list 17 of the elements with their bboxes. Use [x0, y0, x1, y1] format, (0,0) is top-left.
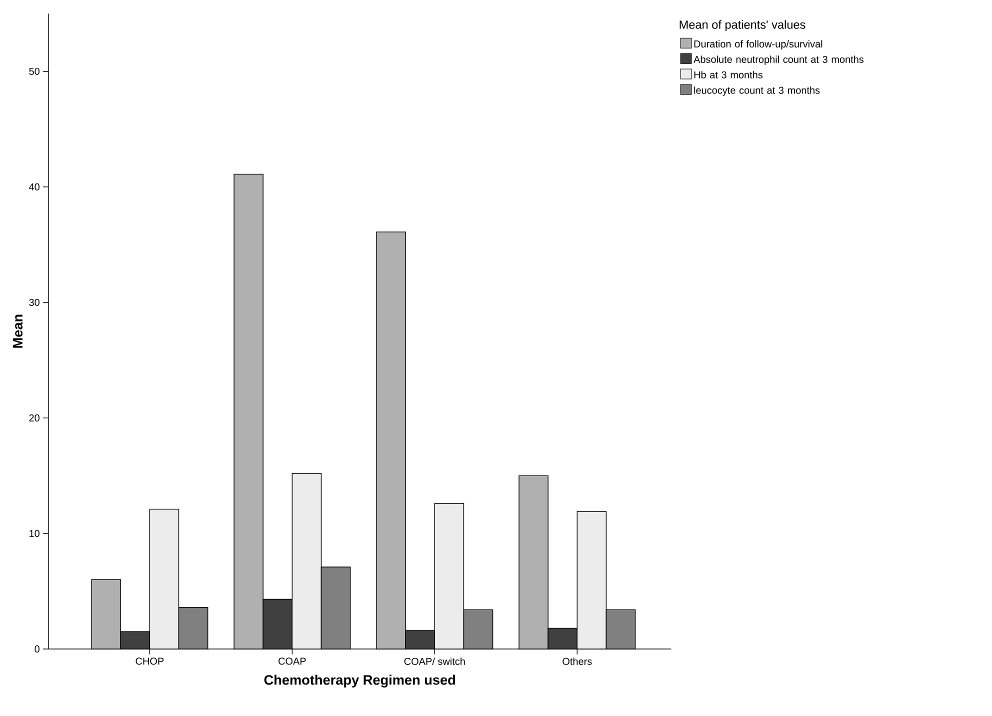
- y-tick-label: 40: [29, 183, 40, 190]
- legend-label: Absolute neutrophil count at 3 months: [694, 56, 864, 65]
- legend-label: leucocyte count at 3 months: [694, 86, 820, 96]
- legend-label: Duration of follow-up/survival: [694, 40, 822, 50]
- legend-title: Mean of patients' values: [680, 20, 806, 32]
- y-tick-label: 10: [30, 530, 40, 537]
- x-axis-title: Chemotherapy Regimen used: [264, 674, 456, 688]
- x-tick-label: COAP: [278, 658, 306, 665]
- x-tick-label: COAP/ switch: [404, 658, 465, 665]
- y-axis-title: Mean: [13, 314, 23, 348]
- x-tick-label: CHOP: [136, 658, 164, 665]
- y-tick-label: 50: [29, 68, 40, 75]
- legend-label: Hb at 3 months: [694, 71, 763, 78]
- y-tick-label: 0: [34, 645, 40, 652]
- x-tick-label: Others: [562, 658, 592, 665]
- y-tick-label: 20: [29, 414, 40, 422]
- y-tick-label: 30: [29, 298, 40, 306]
